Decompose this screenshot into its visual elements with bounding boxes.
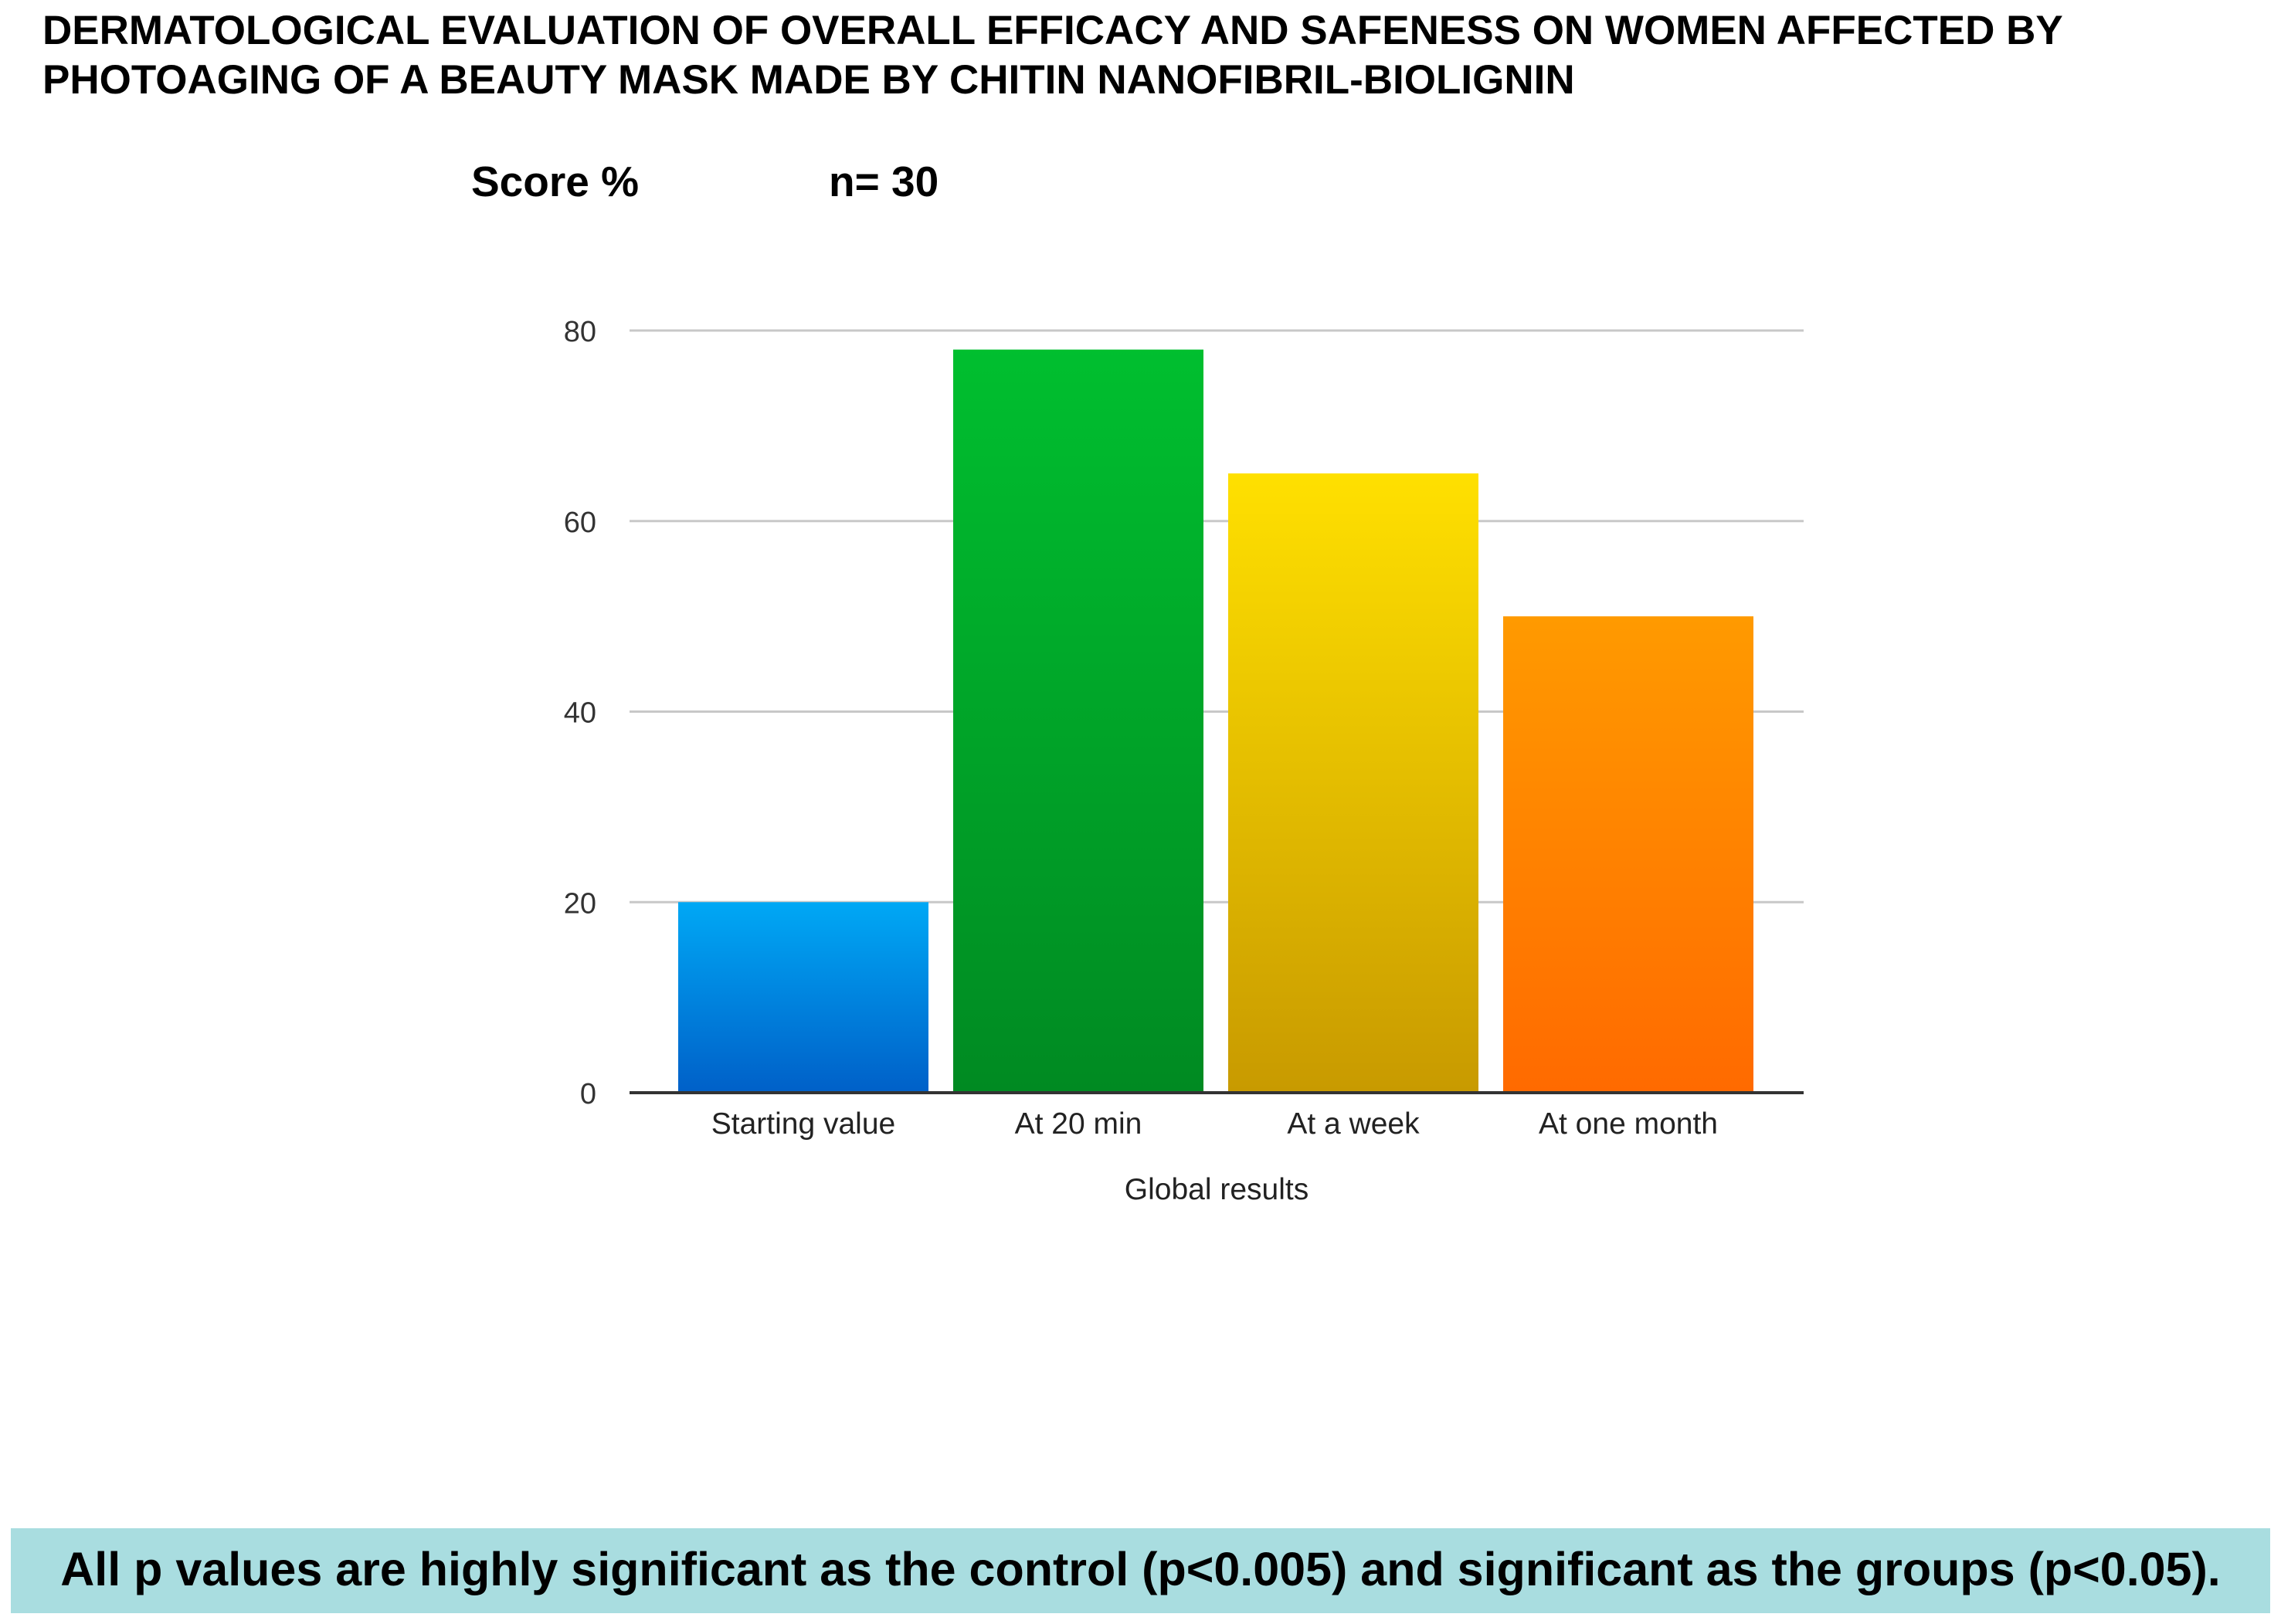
x-tick-label-3: At one month (1539, 1107, 1718, 1141)
chart-title: DERMATOLOGICAL EVALUATION OF OVERALL EFF… (42, 6, 2267, 105)
bar-chart: 0 20 40 60 80 Starting value At 20 min At a wee… (564, 316, 1804, 1206)
bar-starting-value (678, 902, 928, 1093)
y-tick-label-40: 40 (564, 697, 596, 730)
x-axis-label: Global results (1125, 1173, 1309, 1206)
axis-labels: 0 20 40 60 80 Starting value At 20 min At a wee… (564, 316, 1718, 1206)
bar-at-a-week (1228, 473, 1478, 1093)
x-tick-label-0: Starting value (711, 1107, 895, 1141)
y-tick-label-80: 80 (564, 316, 596, 348)
y-axis-label: Score % (471, 158, 640, 205)
chart-title-line-1: DERMATOLOGICAL EVALUATION OF OVERALL EFF… (42, 8, 2063, 53)
bar-at-20-min (953, 349, 1203, 1093)
x-tick-label-2: At a week (1287, 1107, 1420, 1141)
chart-title-line-2: PHOTOAGING OF A BEAUTY MASK MADE BY CHIT… (42, 57, 1575, 103)
bars (678, 349, 1753, 1093)
significance-note: All p values are highly significant as t… (60, 1543, 2221, 1595)
y-tick-label-20: 20 (564, 887, 596, 920)
x-tick-label-1: At 20 min (1015, 1107, 1142, 1141)
y-tick-label-0: 0 (580, 1078, 596, 1110)
bar-at-one-month (1503, 616, 1753, 1093)
significance-note-banner: All p values are highly significant as t… (11, 1528, 2270, 1613)
y-tick-label-60: 60 (564, 507, 596, 539)
sample-size-label: n= 30 (829, 158, 939, 205)
